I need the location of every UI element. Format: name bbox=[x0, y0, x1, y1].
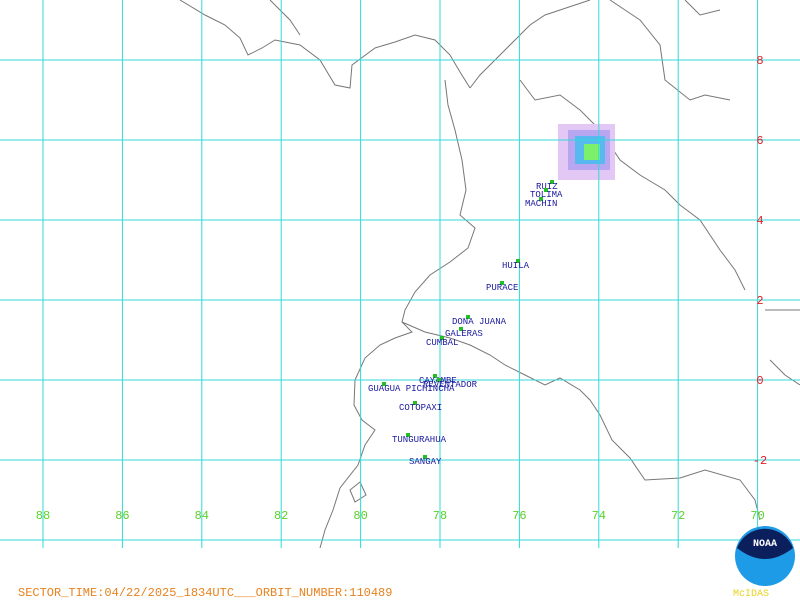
ash-peak bbox=[584, 144, 600, 160]
footer: SECTOR_TIME:04/22/2025_1834UTC___ORBIT_N… bbox=[18, 586, 392, 600]
longitude-label: 78 bbox=[433, 509, 447, 523]
volcano-name: CUMBAL bbox=[426, 338, 458, 348]
volcano-name: MACHIN bbox=[525, 199, 557, 209]
volcano-name: GALERAS bbox=[445, 329, 483, 339]
latitude-label: 6 bbox=[756, 134, 763, 148]
volcano-marker bbox=[440, 336, 444, 340]
logo-text: NOAA bbox=[753, 539, 777, 550]
volcano-name: REVENTADOR bbox=[423, 380, 478, 390]
volcano-name: HUILA bbox=[502, 261, 530, 271]
volcano-marker bbox=[544, 188, 548, 192]
volcano-name: GUAGUA PICHINCHA bbox=[368, 384, 455, 394]
volcano-marker bbox=[437, 378, 441, 382]
longitude-label: 72 bbox=[671, 509, 685, 523]
latitude-label: 8 bbox=[756, 54, 763, 68]
longitude-label: 86 bbox=[115, 509, 129, 523]
noaa-logo: NOAA bbox=[735, 526, 795, 586]
volcano-name: TUNGURAHUA bbox=[392, 435, 447, 445]
volcano-marker bbox=[433, 374, 437, 378]
volcano-marker bbox=[516, 259, 520, 263]
volcano-marker bbox=[406, 433, 410, 437]
latitude-label: 2 bbox=[756, 294, 763, 308]
longitude-label: 76 bbox=[512, 509, 526, 523]
latitude-label: 0 bbox=[756, 374, 763, 388]
longitude-label: 80 bbox=[353, 509, 367, 523]
volcano-name: PURACE bbox=[486, 283, 518, 293]
software-label: McIDAS bbox=[733, 589, 769, 600]
volcano-name: SANGAY bbox=[409, 457, 442, 467]
logo-top bbox=[737, 528, 793, 559]
latitude-label: 4 bbox=[756, 214, 763, 228]
longitude-label: 74 bbox=[592, 509, 606, 523]
volcano-marker bbox=[382, 382, 386, 386]
volcano-marker bbox=[466, 315, 470, 319]
longitude-label: 82 bbox=[274, 509, 288, 523]
volcano-name: COTOPAXI bbox=[399, 403, 442, 413]
volcano-name: RUIZ bbox=[536, 182, 558, 192]
volcano-marker bbox=[500, 281, 504, 285]
volcano-name: DONA JUANA bbox=[452, 317, 507, 327]
volcano-marker bbox=[413, 401, 417, 405]
latitude-label: -2 bbox=[753, 454, 767, 468]
volcano-marker bbox=[459, 327, 463, 331]
longitude-label: 70 bbox=[750, 509, 764, 523]
coastlines bbox=[179, 0, 800, 549]
volcano-marker bbox=[539, 197, 543, 201]
ash-plume bbox=[558, 124, 615, 180]
longitude-label: 88 bbox=[36, 509, 50, 523]
graticule bbox=[0, 0, 800, 548]
volcano-marker bbox=[423, 455, 427, 459]
volcano-name: TOLIMA bbox=[530, 190, 563, 200]
labels: 88 86 84 82 80 78 76 74 72 7086420-2RUIZTOLIMAMAC… bbox=[36, 54, 767, 523]
longitude-label: 84 bbox=[195, 509, 209, 523]
volcano-marker bbox=[550, 180, 554, 184]
